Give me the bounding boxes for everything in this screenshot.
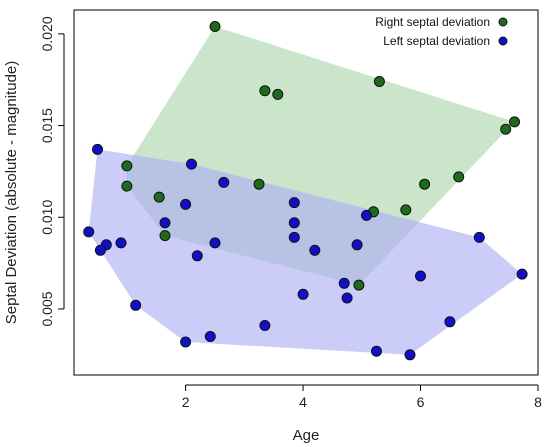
y-axis-title: Septal Deviation (absolute - magnitude) bbox=[3, 61, 20, 324]
y-tick-label: 0.015 bbox=[39, 108, 55, 143]
x-tick-label: 6 bbox=[417, 394, 425, 410]
data-point-left-septal-deviation bbox=[338, 277, 350, 289]
hull-layer bbox=[88, 26, 523, 355]
hull-left-septal-deviation bbox=[88, 149, 523, 355]
data-point-left-septal-deviation bbox=[288, 217, 300, 229]
data-point-left-septal-deviation bbox=[309, 244, 321, 256]
legend-label-left-septal-deviation: Left septal deviation bbox=[383, 34, 490, 48]
data-point-left-septal-deviation bbox=[130, 299, 142, 311]
data-point-left-septal-deviation bbox=[191, 250, 203, 262]
y-tick-label: 0.010 bbox=[39, 200, 55, 235]
data-point-right-septal-deviation bbox=[400, 204, 412, 216]
data-point-left-septal-deviation bbox=[204, 331, 216, 342]
data-point-right-septal-deviation bbox=[373, 76, 385, 87]
legend: Right septal deviation Left septal devia… bbox=[375, 15, 508, 48]
x-tick-label: 4 bbox=[299, 394, 307, 410]
data-point-right-septal-deviation bbox=[121, 160, 133, 172]
x-tick-label: 8 bbox=[534, 394, 542, 410]
data-point-left-septal-deviation bbox=[186, 158, 197, 170]
plot-frame bbox=[73, 9, 539, 376]
data-point-left-septal-deviation bbox=[259, 320, 271, 331]
legend-marker-left-septal-deviation bbox=[498, 36, 508, 46]
y-axis: 0.005 0.010 0.015 0.020 bbox=[39, 16, 65, 326]
x-axis: 2 4 6 8 bbox=[182, 384, 542, 410]
data-point-left-septal-deviation bbox=[180, 198, 192, 210]
x-tick-label: 2 bbox=[182, 394, 190, 410]
data-point-left-septal-deviation bbox=[351, 239, 363, 251]
y-tick-label: 0.020 bbox=[39, 16, 55, 51]
data-point-left-septal-deviation bbox=[415, 270, 426, 282]
data-point-right-septal-deviation bbox=[259, 85, 271, 97]
data-point-left-septal-deviation bbox=[361, 209, 372, 221]
data-point-left-septal-deviation bbox=[83, 226, 95, 238]
point-layer bbox=[83, 21, 528, 361]
data-point-left-septal-deviation bbox=[92, 143, 103, 155]
data-point-left-septal-deviation bbox=[288, 231, 300, 243]
data-point-left-septal-deviation bbox=[404, 349, 416, 361]
data-point-left-septal-deviation bbox=[180, 336, 192, 348]
data-point-left-septal-deviation bbox=[371, 345, 382, 357]
data-point-left-septal-deviation bbox=[516, 268, 528, 280]
data-point-left-septal-deviation bbox=[341, 292, 353, 304]
data-point-left-septal-deviation bbox=[94, 244, 106, 256]
data-point-right-septal-deviation bbox=[353, 279, 365, 291]
y-tick-label: 0.005 bbox=[39, 291, 55, 326]
data-point-left-septal-deviation bbox=[209, 237, 221, 249]
data-point-left-septal-deviation bbox=[218, 176, 230, 188]
legend-label-right-septal-deviation: Right septal deviation bbox=[375, 15, 490, 29]
data-point-left-septal-deviation bbox=[115, 237, 127, 249]
data-point-right-septal-deviation bbox=[253, 178, 265, 190]
data-point-left-septal-deviation bbox=[159, 217, 171, 229]
data-point-right-septal-deviation bbox=[121, 180, 133, 192]
legend-marker-right-septal-deviation bbox=[498, 17, 508, 27]
data-point-left-septal-deviation bbox=[473, 231, 485, 243]
data-point-right-septal-deviation bbox=[153, 191, 165, 203]
data-point-left-septal-deviation bbox=[444, 316, 456, 328]
data-point-left-septal-deviation bbox=[288, 197, 300, 209]
data-point-right-septal-deviation bbox=[509, 116, 520, 128]
data-point-right-septal-deviation bbox=[209, 21, 221, 32]
x-axis-title: Age bbox=[293, 427, 320, 444]
data-point-right-septal-deviation bbox=[453, 171, 465, 183]
data-point-right-septal-deviation bbox=[500, 123, 512, 135]
data-point-right-septal-deviation bbox=[159, 230, 171, 242]
data-point-right-septal-deviation bbox=[272, 88, 284, 100]
data-point-right-septal-deviation bbox=[419, 178, 431, 190]
data-point-left-septal-deviation bbox=[297, 288, 309, 300]
